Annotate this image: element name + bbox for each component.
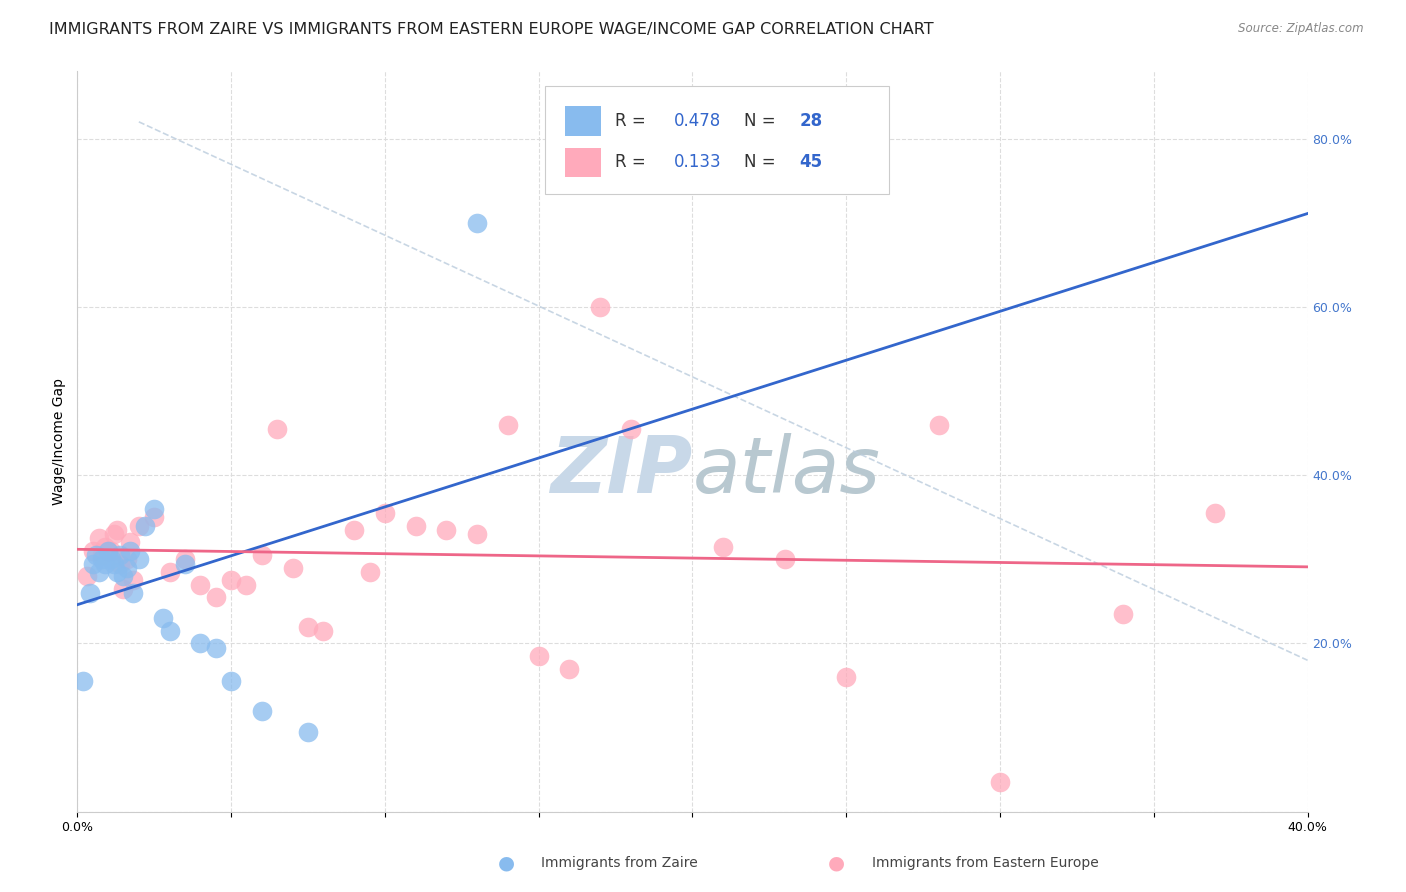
Point <box>312 624 335 638</box>
Text: R =: R = <box>614 153 651 171</box>
Point <box>84 548 107 562</box>
Point <box>281 560 304 574</box>
Point <box>97 544 120 558</box>
Point <box>219 674 242 689</box>
Point <box>266 422 288 436</box>
Point <box>1204 506 1226 520</box>
Text: N =: N = <box>744 153 780 171</box>
Point <box>159 624 181 638</box>
Text: Immigrants from Zaire: Immigrants from Zaire <box>541 856 697 871</box>
Point <box>188 577 212 591</box>
Point <box>928 417 950 432</box>
Point <box>115 552 138 566</box>
Point <box>118 535 141 549</box>
Point <box>105 565 128 579</box>
Point <box>527 649 550 664</box>
Point <box>496 417 519 432</box>
Point <box>773 552 796 566</box>
Point <box>87 531 110 545</box>
Point <box>121 586 143 600</box>
FancyBboxPatch shape <box>565 106 602 136</box>
Point <box>87 565 110 579</box>
Point <box>359 565 381 579</box>
Point <box>235 577 257 591</box>
Point <box>110 548 132 562</box>
Text: ZIP: ZIP <box>550 434 693 509</box>
Point <box>589 300 612 314</box>
Point <box>988 775 1011 789</box>
Point <box>620 422 643 436</box>
Point <box>82 557 104 571</box>
Point <box>110 557 132 571</box>
Point <box>219 574 242 588</box>
Point <box>343 523 366 537</box>
Point <box>121 574 143 588</box>
Point <box>112 582 135 596</box>
Point <box>405 518 427 533</box>
Text: N =: N = <box>744 112 780 130</box>
Point <box>465 216 488 230</box>
Point <box>465 527 488 541</box>
Point <box>835 670 858 684</box>
Point <box>1112 607 1135 621</box>
Point <box>711 540 734 554</box>
Point <box>159 565 181 579</box>
Point <box>94 540 117 554</box>
Point <box>103 557 125 571</box>
Point <box>115 560 138 574</box>
Point <box>128 552 150 566</box>
Text: ●: ● <box>498 854 515 873</box>
Text: IMMIGRANTS FROM ZAIRE VS IMMIGRANTS FROM EASTERN EUROPE WAGE/INCOME GAP CORRELAT: IMMIGRANTS FROM ZAIRE VS IMMIGRANTS FROM… <box>49 22 934 37</box>
Point <box>558 662 581 676</box>
Point <box>204 590 226 604</box>
Point <box>152 611 174 625</box>
Text: atlas: atlas <box>693 434 880 509</box>
Text: 45: 45 <box>800 153 823 171</box>
Text: 0.478: 0.478 <box>673 112 721 130</box>
Point <box>112 569 135 583</box>
Point <box>374 506 396 520</box>
Point <box>100 544 122 558</box>
Point <box>105 523 128 537</box>
Point <box>90 552 114 566</box>
Point <box>188 636 212 650</box>
Point <box>76 569 98 583</box>
Point <box>79 586 101 600</box>
Text: Immigrants from Eastern Europe: Immigrants from Eastern Europe <box>872 856 1098 871</box>
FancyBboxPatch shape <box>546 87 890 194</box>
Point <box>134 518 156 533</box>
Text: R =: R = <box>614 112 651 130</box>
Point <box>100 552 122 566</box>
Point <box>118 544 141 558</box>
Point <box>174 557 197 571</box>
Point <box>143 510 166 524</box>
Point <box>250 704 273 718</box>
Text: 28: 28 <box>800 112 823 130</box>
Point <box>250 548 273 562</box>
Point <box>174 552 197 566</box>
Point <box>297 724 319 739</box>
Y-axis label: Wage/Income Gap: Wage/Income Gap <box>52 378 66 505</box>
Point <box>436 523 458 537</box>
Point <box>128 518 150 533</box>
Point <box>72 674 94 689</box>
Point <box>97 544 120 558</box>
Text: 0.133: 0.133 <box>673 153 721 171</box>
Point <box>204 640 226 655</box>
Point <box>90 548 114 562</box>
Point <box>94 557 117 571</box>
Text: Source: ZipAtlas.com: Source: ZipAtlas.com <box>1239 22 1364 36</box>
Text: ●: ● <box>828 854 845 873</box>
Point <box>103 527 125 541</box>
Point <box>143 501 166 516</box>
Point <box>297 619 319 633</box>
FancyBboxPatch shape <box>565 147 602 178</box>
Point <box>82 544 104 558</box>
